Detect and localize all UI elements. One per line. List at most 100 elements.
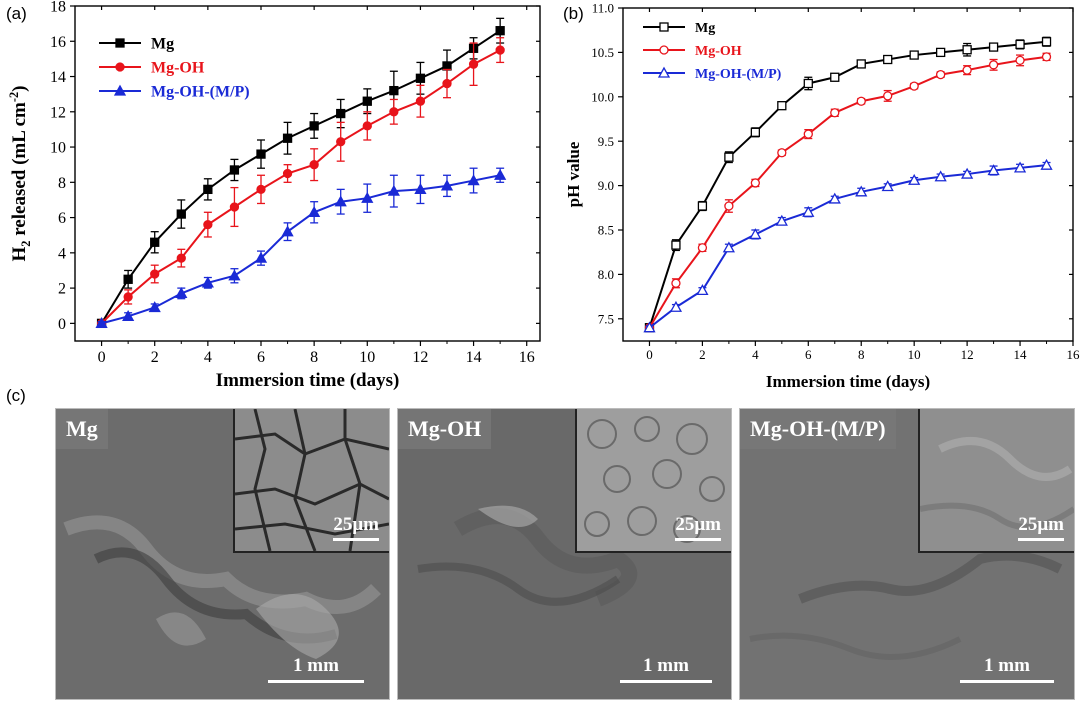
data-point-a-2-0 (95, 317, 108, 329)
panel-label-b: (b) (563, 4, 584, 23)
data-point-a-2-14 (467, 174, 480, 186)
sem-label-mg: Mg (56, 409, 108, 449)
data-point-a-1-1 (123, 292, 133, 302)
x-axis-label-b: Immersion time (days) (766, 372, 930, 391)
main-scale-bar-mg: 1 mm (268, 655, 364, 683)
panel-label-a: (a) (6, 4, 27, 23)
data-point-a-1-10 (362, 121, 372, 131)
data-point-b-0-9 (883, 54, 893, 65)
legend-label-a-0: Mg (151, 36, 174, 53)
data-point-a-1-14 (468, 59, 479, 69)
data-point-b-1-9 (883, 91, 893, 101)
x-tick-label-b-4: 8 (858, 347, 865, 362)
x-tick-label-a-0: 0 (98, 349, 106, 366)
data-point-b-1-3 (724, 201, 734, 211)
x-tick-label-b-3: 6 (805, 347, 812, 362)
legend-marker-a-0 (115, 38, 125, 48)
y-tick-label-a-4: 8 (58, 175, 66, 192)
x-tick-label-b-5: 10 (908, 347, 921, 362)
data-point-b-2-3 (722, 241, 735, 253)
data-point-b-0-4 (750, 127, 761, 137)
data-point-a-0-10 (362, 96, 372, 106)
data-point-b-2-1 (669, 300, 683, 312)
data-point-b-1-12 (962, 65, 972, 75)
data-point-b-2-6 (802, 205, 815, 217)
data-point-b-2-9 (881, 180, 894, 192)
y-tick-label-a-7: 14 (50, 69, 66, 86)
data-point-b-0-11 (935, 47, 946, 58)
data-point-a-0-13 (442, 61, 452, 71)
series-line-b-0 (648, 40, 1047, 328)
x-tick-label-b-2: 4 (752, 347, 759, 362)
series-line-a-1 (100, 49, 501, 325)
y-tick-label-b-6: 10.5 (591, 45, 614, 60)
main-scale-line-mg-oh (620, 680, 712, 683)
series-line-a-0 (100, 29, 501, 324)
data-point-a-1-6 (256, 184, 266, 195)
y-label-part-sub-a: 2 (19, 241, 33, 247)
sem-inset-mg: 25μm (233, 409, 389, 553)
inset-texture-mg (234, 409, 389, 552)
sem-label-mg-oh: Mg-OH (398, 409, 492, 449)
data-point-a-2-6 (254, 251, 268, 263)
data-point-b-2-10 (908, 173, 921, 185)
y-tick-label-b-0: 7.5 (598, 311, 614, 326)
legend-label-b-2: Mg-OH-(M/P) (695, 67, 782, 82)
data-point-a-2-2 (148, 301, 161, 313)
data-point-a-1-8 (309, 160, 319, 170)
data-point-a-2-9 (334, 195, 347, 207)
inset-scale-line-mg-oh-mp (1018, 538, 1064, 541)
data-point-b-1-13 (988, 60, 999, 70)
main-scale-label-mg: 1 mm (293, 655, 339, 676)
data-point-b-0-13 (988, 42, 999, 52)
data-point-a-0-11 (389, 85, 399, 96)
data-point-b-0-12 (962, 45, 972, 55)
main-scale-bar-mg-oh-mp: 1 mm (960, 655, 1054, 683)
main-scale-bar-mg-oh: 1 mm (620, 655, 712, 683)
x-axis-label-a: Immersion time (days) (216, 370, 400, 391)
data-point-b-1-15 (1041, 52, 1052, 62)
inset-texture-mg-oh-mp (919, 409, 1074, 551)
y-tick-label-a-1: 2 (58, 281, 66, 298)
data-point-a-1-15 (495, 45, 505, 55)
data-point-a-2-11 (387, 184, 400, 196)
data-point-b-2-13 (987, 164, 1000, 176)
data-point-a-2-15 (494, 168, 507, 180)
sem-inset-mg-oh-mp: 25μm (918, 409, 1074, 553)
inset-scale-bar-mg-oh: 25μm (675, 514, 721, 541)
y-label-part-main-a: H (9, 247, 30, 262)
data-point-b-2-8 (855, 185, 868, 197)
inset-scale-bar-mg-oh-mp: 25μm (1018, 514, 1064, 541)
y-axis-label-a: H2 released (mL cm-2) (7, 86, 33, 262)
x-tick-label-a-1: 2 (151, 349, 159, 366)
y-tick-label-b-4: 9.5 (598, 134, 614, 149)
legend-marker-b-0 (659, 22, 669, 32)
x-tick-label-a-7: 14 (466, 349, 482, 366)
data-point-b-0-1 (671, 240, 681, 250)
data-point-a-1-5 (229, 202, 240, 212)
data-point-b-2-7 (828, 192, 841, 204)
x-tick-label-b-0: 0 (646, 347, 653, 362)
data-point-a-0-4 (203, 184, 213, 195)
x-tick-label-b-7: 14 (1014, 347, 1028, 362)
data-point-b-1-10 (909, 81, 919, 91)
data-point-a-0-1 (123, 274, 133, 284)
legend-marker-a-2 (113, 84, 127, 96)
data-point-b-1-6 (803, 129, 813, 139)
data-point-b-1-4 (750, 178, 761, 188)
y-axis-label-b: pH value (564, 141, 583, 207)
y-tick-label-b-5: 10.0 (591, 89, 614, 104)
data-point-b-0-6 (803, 78, 813, 89)
data-point-b-1-8 (856, 96, 866, 106)
y-tick-label-a-0: 0 (58, 316, 66, 333)
data-point-a-0-3 (176, 209, 186, 219)
inset-texture-mg-oh (577, 409, 731, 551)
data-point-b-1-1 (671, 278, 681, 288)
data-point-b-2-4 (749, 228, 762, 240)
data-point-b-2-12 (961, 167, 974, 179)
data-point-a-1-2 (150, 269, 160, 279)
data-point-a-1-7 (282, 168, 293, 179)
data-point-a-0-7 (282, 133, 293, 143)
plot-frame-b (622, 7, 1074, 342)
data-point-b-0-5 (777, 101, 787, 111)
